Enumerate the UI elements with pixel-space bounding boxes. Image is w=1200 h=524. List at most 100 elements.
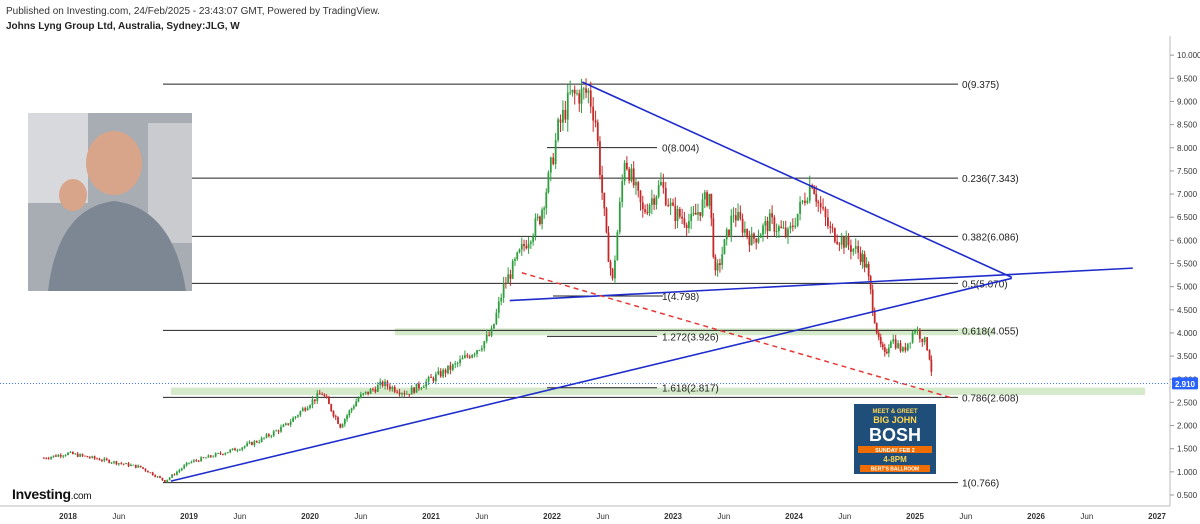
candle-body [183,465,186,469]
candle-body [836,241,839,244]
candle-body [154,475,157,477]
candle-body [599,141,601,176]
logo-name: Investing [12,486,71,502]
candle-body [292,417,294,422]
y-tick-label: 1.000 [1177,468,1198,477]
candle-body [79,454,82,457]
candle-body [222,453,224,455]
candle-body [518,249,521,253]
candle-body [881,344,884,348]
candle-body [231,448,234,450]
candle-body [197,460,200,462]
candle-body [386,381,389,387]
last-price-badge: 2.910 [1172,377,1198,390]
x-tick-label: 2026 [1027,512,1045,521]
candle-body [432,377,435,381]
candle-body [372,389,374,390]
y-tick-label: 4.000 [1177,329,1198,338]
fib-level-label: 0.236(7.343) [962,174,1019,185]
candle-body [449,365,452,370]
candle-body [822,207,824,209]
candle-body [248,442,251,444]
candle-body [318,393,321,395]
candle-body [580,88,583,104]
x-tick-label: 2025 [906,512,924,521]
candle-body [768,213,771,232]
inner-fib-label: 1(4.798) [662,292,699,303]
candle-body [926,337,929,351]
candle-body [594,120,597,123]
candle-body [775,231,778,232]
candle-body [873,311,876,324]
candle-body [55,455,57,457]
candle-body [334,416,337,418]
candle-body [86,456,89,458]
candle-body [384,381,386,387]
candle-body [328,398,330,405]
candle-body [127,463,130,467]
candle-body [346,415,348,420]
candle-body [316,393,319,402]
candle-body [833,228,836,242]
candle-body [804,200,806,203]
last-price-badge-bg [1172,377,1198,390]
candle-body [838,243,841,245]
candle-body [710,193,713,219]
candle-body [737,211,739,221]
fib-level-label: 0.618(4.055) [962,326,1019,337]
candle-body [587,90,590,93]
x-tick-label: 2027 [1148,512,1166,521]
candle-body [321,394,324,396]
candle-body [379,381,382,386]
candle-body [904,347,907,351]
candle-body [755,238,758,243]
candle-body [605,208,608,233]
candle-body [516,252,519,260]
candle-body [801,200,804,202]
candle-body [653,198,656,205]
promo-banner[interactable]: MEET & GREET BIG JOHN BOSH SUNDAY FEB 2 … [854,404,936,474]
candle-body [427,376,430,382]
candle-body [630,168,633,181]
candle-body [892,339,895,342]
x-tick-label: Jun [475,512,488,521]
candle-body [110,462,113,464]
candle-body [393,386,396,392]
candle-body [396,391,399,393]
candle-body [471,354,474,358]
candle-body [813,188,816,195]
candle-body [784,227,787,236]
candle-body [88,457,91,459]
candle-body [161,477,164,481]
candle-body [267,434,270,437]
candle-body [270,435,273,437]
candle-body [511,260,514,279]
candle-body [422,386,425,388]
candle-body [766,221,769,232]
y-tick-label: 7.000 [1177,190,1198,199]
candle-body [753,233,755,239]
candle-body [672,202,674,206]
candle-body [289,421,292,425]
candle-body [571,89,574,93]
candle-body [539,216,541,224]
candle-body [545,192,548,209]
candle-body [299,411,302,416]
candle-body [827,217,829,227]
candle-body [554,140,557,165]
candle-body [582,88,585,90]
y-tick-label: 5.500 [1177,260,1198,269]
candle-body [81,454,84,456]
candle-body [168,477,171,480]
candle-body [287,423,290,425]
candle-body [64,454,67,456]
candle-body [845,236,848,248]
candle-body [639,190,642,203]
candle-body [504,283,507,284]
candle-body [712,218,715,257]
candle-body [420,387,423,389]
candle-body [699,212,702,216]
promo-line2: BIG JOHN [873,415,917,425]
candle-body [468,356,471,358]
